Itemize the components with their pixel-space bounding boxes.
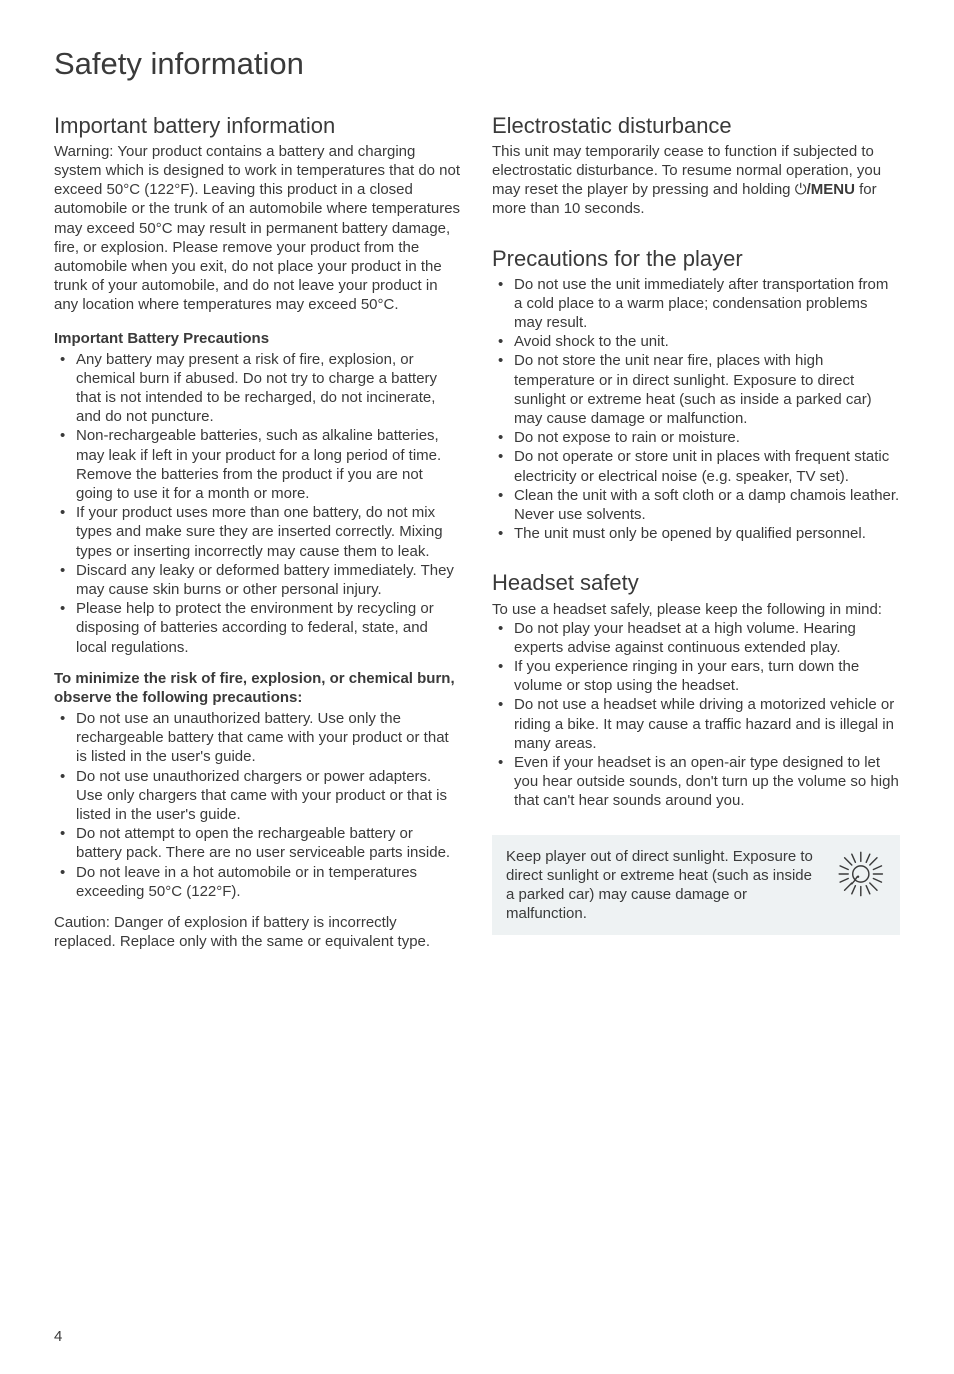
power-icon: ⏻ (795, 181, 807, 198)
section-precautions-title: Precautions for the player (492, 245, 900, 273)
sun-icon (832, 847, 886, 901)
menu-label: /MENU (807, 181, 855, 198)
list-item: Do not store the unit near fire, places … (492, 351, 900, 428)
list-item: Clean the unit with a soft cloth or a da… (492, 486, 900, 524)
list-item: If your product uses more than one batte… (54, 503, 462, 561)
content-columns: Important battery information Warning: Y… (54, 112, 900, 966)
right-column: Electrostatic disturbance This unit may … (492, 112, 900, 966)
list-item: Even if your headset is an open-air type… (492, 753, 900, 811)
list-item: Any battery may present a risk of fire, … (54, 350, 462, 427)
fire-risk-list: Do not use an unauthorized battery. Use … (54, 709, 462, 901)
left-column: Important battery information Warning: Y… (54, 112, 462, 966)
headset-intro: To use a headset safely, please keep the… (492, 600, 900, 619)
battery-precautions-subhead: Important Battery Precautions (54, 329, 462, 348)
page-number: 4 (54, 1327, 62, 1346)
page-title: Safety information (54, 44, 900, 84)
list-item: If you experience ringing in your ears, … (492, 657, 900, 695)
list-item: The unit must only be opened by qualifie… (492, 524, 900, 543)
battery-warning-text: Warning: Your product contains a battery… (54, 142, 462, 315)
electrostatic-text: This unit may temporarily cease to funct… (492, 142, 900, 219)
player-precautions-list: Do not use the unit immediately after tr… (492, 275, 900, 544)
section-electrostatic-title: Electrostatic disturbance (492, 112, 900, 140)
battery-precautions-list: Any battery may present a risk of fire, … (54, 350, 462, 657)
sunlight-callout: Keep player out of direct sunlight. Expo… (492, 835, 900, 936)
list-item: Do not use a headset while driving a mot… (492, 695, 900, 753)
list-item: Non-rechargeable batteries, such as alka… (54, 426, 462, 503)
list-item: Do not use an unauthorized battery. Use … (54, 709, 462, 767)
list-item: Do not leave in a hot automobile or in t… (54, 863, 462, 901)
list-item: Do not expose to rain or moisture. (492, 428, 900, 447)
list-item: Avoid shock to the unit. (492, 332, 900, 351)
fire-risk-subhead: To minimize the risk of fire, explosion,… (54, 669, 462, 707)
list-item: Do not use unauthorized chargers or powe… (54, 767, 462, 825)
callout-text: Keep player out of direct sunlight. Expo… (506, 847, 822, 924)
section-battery-title: Important battery information (54, 112, 462, 140)
list-item: Do not operate or store unit in places w… (492, 447, 900, 485)
list-item: Do not play your headset at a high volum… (492, 619, 900, 657)
list-item: Discard any leaky or deformed battery im… (54, 561, 462, 599)
list-item: Please help to protect the environment b… (54, 599, 462, 657)
section-headset-title: Headset safety (492, 569, 900, 597)
headset-list: Do not play your headset at a high volum… (492, 619, 900, 811)
list-item: Do not attempt to open the rechargeable … (54, 824, 462, 862)
list-item: Do not use the unit immediately after tr… (492, 275, 900, 333)
caution-text: Caution: Danger of explosion if battery … (54, 913, 462, 951)
